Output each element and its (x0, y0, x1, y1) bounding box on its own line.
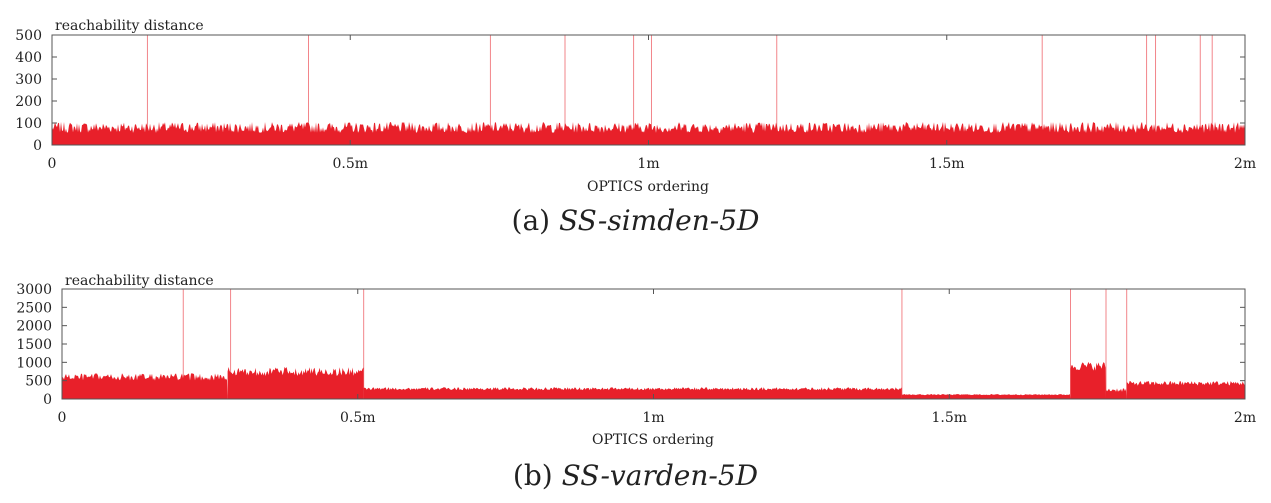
y-tick-label: 2500 (16, 300, 52, 316)
reachability-area (62, 373, 228, 399)
x-tick-label: 0 (48, 156, 57, 172)
caption-b: (b) SS-varden-5D (0, 459, 1271, 492)
y-ticks-a: 0 100 200 300 400 500 (15, 28, 1245, 154)
x-tick-label: 0 (58, 410, 67, 426)
y-tick-label: 0 (43, 392, 52, 408)
x-tick-label: 1m (642, 410, 664, 426)
chart-panel-b: reachability distance 0 500 1000 1500 2000 25… (16, 273, 1256, 448)
x-ticks-b: 0 0.5m 1m 1.5m 2m (58, 289, 1256, 426)
x-tick-label: 1.5m (929, 156, 965, 172)
y-axis-label: reachability distance (55, 18, 204, 34)
x-tick-label: 1.5m (931, 410, 967, 426)
x-axis-label: OPTICS ordering (592, 432, 714, 448)
reachability-area (363, 387, 902, 399)
x-tick-label: 1m (637, 156, 659, 172)
reachability-area (1070, 361, 1106, 399)
y-tick-label: 500 (15, 28, 42, 44)
x-tick-label: 2m (1234, 156, 1256, 172)
reachability-area (1126, 380, 1245, 399)
reachability-area (901, 394, 1071, 399)
chart-panel-a: reachability distance 0 100 200 300 400 500 0… (15, 18, 1256, 195)
caption-prefix: (a) (511, 204, 551, 237)
caption-dataset-name: SS-varden-5D (561, 459, 759, 492)
y-tick-label: 1000 (16, 355, 52, 371)
y-tick-label: 0 (33, 138, 42, 154)
y-tick-label: 2000 (16, 319, 52, 335)
x-tick-label: 2m (1234, 410, 1256, 426)
x-tick-label: 0.5m (332, 156, 368, 172)
y-tick-label: 1500 (16, 337, 52, 353)
reachability-area (1106, 388, 1127, 399)
y-axis-label: reachability distance (65, 273, 214, 289)
reachability-plot-b (62, 289, 1245, 399)
reachability-area (227, 366, 364, 399)
x-axis-label: OPTICS ordering (587, 179, 709, 195)
y-ticks-b: 0 500 1000 1500 2000 2500 3000 (16, 282, 1245, 408)
caption-prefix: (b) (512, 459, 553, 492)
y-tick-label: 3000 (16, 282, 52, 298)
x-tick-label: 0.5m (340, 410, 376, 426)
y-tick-label: 100 (15, 116, 42, 132)
reachability-plot-a (52, 35, 1245, 145)
caption-dataset-name: SS-simden-5D (558, 204, 760, 237)
y-tick-label: 200 (15, 94, 42, 110)
y-tick-label: 400 (15, 50, 42, 66)
y-tick-label: 300 (15, 72, 42, 88)
reachability-area (52, 121, 1245, 145)
y-tick-label: 500 (25, 374, 52, 390)
x-ticks-a: 0 0.5m 1m 1.5m 2m (48, 35, 1256, 172)
caption-a: (a) SS-simden-5D (0, 204, 1271, 237)
